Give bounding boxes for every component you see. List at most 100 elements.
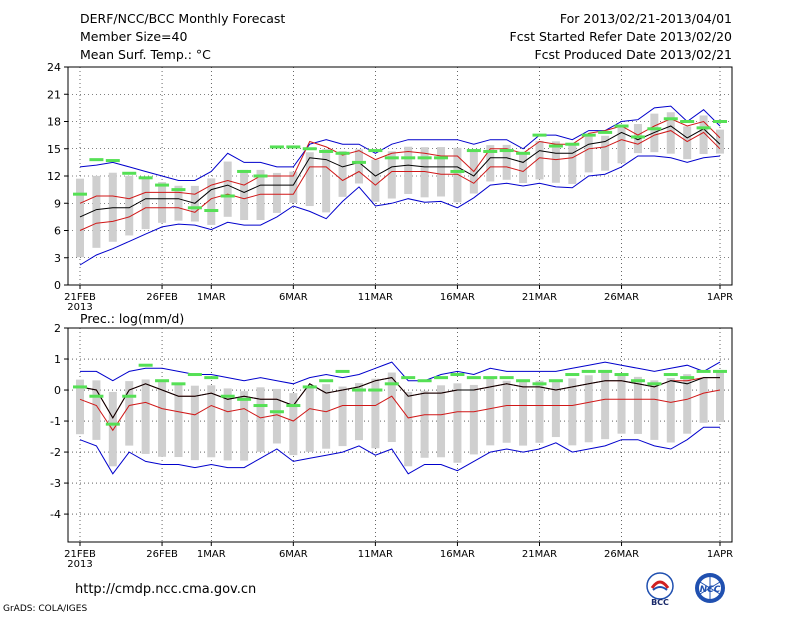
temp-y-tick-label: 15 [47,143,61,156]
prec-ensemble-box [272,388,281,444]
prec-x-tick-label: 26MAR [604,549,639,560]
temp-line-upper-spread [79,118,721,204]
prec-panel: -4 -3 -2 -1 0 1 2 21FEB 26FEB 1MAR 6MAR 11MAR 16MAR 2… [50,311,733,570]
temp-ensemble-box [289,171,298,203]
temp-y-tick-label: 3 [54,252,61,265]
prec-line-upper-envelope [80,361,721,385]
prec-line-lower-spread [79,389,721,432]
prec-ensemble-box [141,379,150,454]
prec-ensemble-box [387,372,396,443]
temp-ensemble-box [354,149,363,184]
temp-y-tick-label: 24 [47,61,61,74]
temp-ensemble-box [272,172,281,213]
prec-ensemble-box [174,382,183,458]
prec-ensemble-box [322,384,331,449]
temp-x-tick-label: 26MAR [604,292,639,303]
prec-ensemble-box [683,374,692,434]
temp-x-tick-label: 21FEB [64,292,96,303]
prec-line-ensemble-mean [79,377,720,419]
prec-ensemble-box [716,369,724,423]
temp-ensemble-box [666,112,675,154]
grads-credit: GrADS: COLA/IGES [3,604,88,614]
temp-ensemble-box [92,175,101,248]
temp-ensemble-box [716,129,724,154]
member-size: Member Size=40 [80,29,188,44]
temp-ensemble-box [256,169,265,221]
temp-x-tick-label: 1MAR [197,292,226,303]
temp-y-tick-label: 21 [47,88,61,101]
prec-y-tick-label: 2 [54,322,61,335]
temp-ensemble-box [371,159,380,202]
prec-ensemble-box [76,379,84,435]
temp-y-tick-label: 6 [54,225,61,238]
temp-ensemble-box [502,144,511,180]
forecast-period: For 2013/02/21-2013/04/01 [559,11,732,26]
prec-ensemble-box [568,378,577,446]
prec-ensemble-box [354,383,363,441]
temp-line-ensemble-mean [79,125,721,218]
prec-ensemble-box [108,391,117,467]
temp-x-tick-label: 6MAR [279,292,308,303]
prec-ensemble-box [584,375,593,443]
temp-ensemble-box [125,175,134,236]
prec-ensemble-box [305,387,314,452]
source-url[interactable]: http://cmdp.ncc.cma.gov.cn [75,582,257,597]
temp-x-tick-label: 26FEB [146,292,178,303]
prec-x-tick-label: 16MAR [440,549,475,560]
temp-ensemble-box [437,147,446,197]
chart-title: DERF/NCC/BCC Monthly Forecast [80,11,286,26]
prec-ensemble-box [437,385,446,458]
temp-ensemble-box [584,136,593,173]
temp-y-tick-label: 12 [47,170,61,183]
temp-ensemble-box [535,140,544,180]
temp-x-tick-label: 1APR [707,292,733,303]
temp-ensemble-box [387,151,396,199]
temp-ensemble-box [207,178,216,225]
temp-ensemble-box [322,149,331,213]
prec-ensemble-box [519,381,528,446]
prec-y-tick-label: -4 [50,508,61,521]
temp-line-lower-spread [79,130,721,231]
prec-y-tick-label: -2 [50,446,61,459]
prec-y-tick-label: -1 [50,415,61,428]
temp-ensemble-box [108,172,117,242]
ncc-logo-text: NCC [700,585,721,595]
bcc-logo-text: BCC [651,598,669,607]
prec-x-tick-label: 11MAR [358,549,393,560]
prec-plot-frame [67,327,733,543]
prec-ensemble-box [240,391,249,461]
temp-ensemble-box [683,126,692,160]
temp-plot-frame [67,66,733,286]
fcst-started-date: Fcst Started Refer Date 2013/02/20 [509,29,733,44]
prec-ensemble-box [650,380,659,440]
prec-panel-title: Prec.: log(mm/d) [80,311,184,326]
temp-y-tick-label: 0 [54,279,61,292]
temp-x-tick-label: 11MAR [358,292,393,303]
temp-ensemble-box [420,147,429,198]
temp-ensemble-box [519,153,528,184]
temp-ensemble-box [404,146,413,194]
prec-ensemble-box [699,378,708,423]
fcst-produced-date: Fcst Produced Date 2013/02/21 [534,47,732,62]
temp-line-upper-envelope [79,105,721,181]
temp-y-tick-label: 18 [47,116,61,129]
prec-ensemble-box [207,385,216,458]
temp-ensemble-box [76,178,84,258]
prec-x-tick-label: 6MAR [279,549,308,560]
logos: BCC NCC [640,570,736,614]
prec-ensemble-box [256,387,265,452]
temp-ensemble-box [174,185,183,221]
prec-ensemble-box [535,380,544,443]
prec-ensemble-box [338,386,347,447]
temp-ensemble-box [568,145,577,184]
temp-line-lower-envelope [79,155,721,266]
prec-ensemble-box [404,391,413,467]
prec-ensemble-box [486,378,495,446]
temp-x-tick-label: 16MAR [440,292,475,303]
prec-ensemble-box [289,393,298,456]
ncc-logo: NCC [695,573,725,603]
temp-ensemble-box [633,124,642,154]
temp-ensemble-box [305,152,314,207]
logo-group: BCC NCC [646,572,725,607]
